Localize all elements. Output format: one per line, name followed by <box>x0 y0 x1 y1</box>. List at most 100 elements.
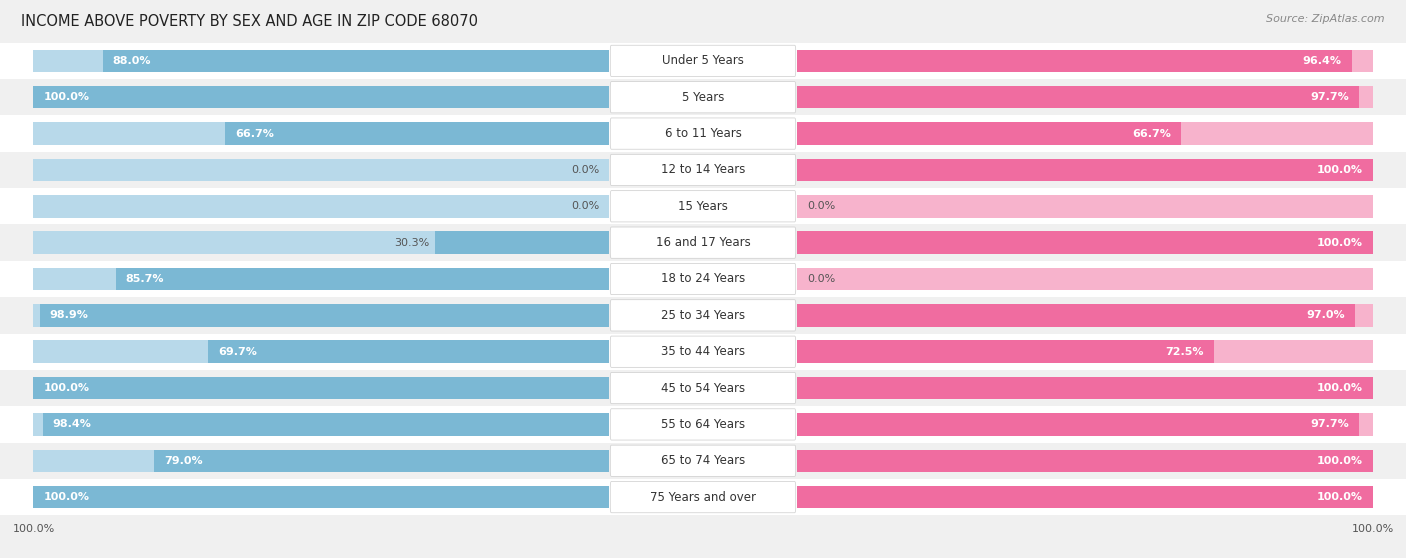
Bar <box>797 450 1372 472</box>
Bar <box>797 122 1372 145</box>
Text: 75 Years and over: 75 Years and over <box>650 490 756 504</box>
Bar <box>797 232 1372 254</box>
Bar <box>797 50 1372 72</box>
Bar <box>0 442 1406 479</box>
FancyBboxPatch shape <box>610 409 796 440</box>
Text: 0.0%: 0.0% <box>807 201 835 211</box>
Bar <box>42 413 609 436</box>
Text: 55 to 64 Years: 55 to 64 Years <box>661 418 745 431</box>
Bar <box>103 50 609 72</box>
Text: 100.0%: 100.0% <box>1316 238 1362 248</box>
Bar <box>797 340 1215 363</box>
Bar <box>34 158 609 181</box>
Text: 0.0%: 0.0% <box>571 165 599 175</box>
Bar <box>225 122 609 145</box>
Text: 100.0%: 100.0% <box>44 492 90 502</box>
Text: 100.0%: 100.0% <box>1316 492 1362 502</box>
Bar <box>797 50 1351 72</box>
Bar <box>34 486 609 508</box>
Text: 66.7%: 66.7% <box>1132 128 1171 138</box>
Bar <box>797 486 1372 508</box>
Text: 79.0%: 79.0% <box>165 456 202 466</box>
Text: 88.0%: 88.0% <box>112 56 150 66</box>
Text: INCOME ABOVE POVERTY BY SEX AND AGE IN ZIP CODE 68070: INCOME ABOVE POVERTY BY SEX AND AGE IN Z… <box>21 14 478 29</box>
Bar <box>797 195 1372 218</box>
Bar <box>0 297 1406 334</box>
Text: 18 to 24 Years: 18 to 24 Years <box>661 272 745 286</box>
Bar <box>208 340 609 363</box>
FancyBboxPatch shape <box>610 445 796 477</box>
Text: 16 and 17 Years: 16 and 17 Years <box>655 236 751 249</box>
Text: 96.4%: 96.4% <box>1303 56 1341 66</box>
Bar <box>797 413 1372 436</box>
Bar <box>797 232 1372 254</box>
Bar <box>34 268 609 290</box>
Text: 97.7%: 97.7% <box>1310 420 1350 430</box>
Text: Under 5 Years: Under 5 Years <box>662 54 744 68</box>
Text: 100.0%: 100.0% <box>44 92 90 102</box>
Text: 5 Years: 5 Years <box>682 91 724 104</box>
Text: 100.0%: 100.0% <box>1316 165 1362 175</box>
Bar <box>797 413 1360 436</box>
FancyBboxPatch shape <box>610 118 796 149</box>
Bar <box>34 50 609 72</box>
Bar <box>155 450 609 472</box>
Bar <box>115 268 609 290</box>
FancyBboxPatch shape <box>610 45 796 76</box>
Text: 85.7%: 85.7% <box>127 274 165 284</box>
FancyBboxPatch shape <box>610 372 796 403</box>
Text: 65 to 74 Years: 65 to 74 Years <box>661 454 745 467</box>
Bar <box>34 232 609 254</box>
Bar <box>0 79 1406 116</box>
Bar <box>797 158 1372 181</box>
Bar <box>0 334 1406 370</box>
Bar <box>34 450 609 472</box>
Text: 66.7%: 66.7% <box>235 128 274 138</box>
Text: 97.7%: 97.7% <box>1310 92 1350 102</box>
Text: Source: ZipAtlas.com: Source: ZipAtlas.com <box>1267 14 1385 24</box>
Bar <box>0 152 1406 188</box>
Bar <box>39 304 609 326</box>
Bar <box>0 116 1406 152</box>
Text: 15 Years: 15 Years <box>678 200 728 213</box>
Text: 35 to 44 Years: 35 to 44 Years <box>661 345 745 358</box>
Text: 72.5%: 72.5% <box>1166 347 1204 357</box>
FancyBboxPatch shape <box>610 300 796 331</box>
Text: 69.7%: 69.7% <box>218 347 257 357</box>
Text: 6 to 11 Years: 6 to 11 Years <box>665 127 741 140</box>
Bar <box>797 158 1372 181</box>
Bar <box>0 370 1406 406</box>
Bar <box>34 377 609 400</box>
Text: 98.4%: 98.4% <box>53 420 91 430</box>
Bar <box>0 406 1406 442</box>
FancyBboxPatch shape <box>610 263 796 295</box>
Text: 0.0%: 0.0% <box>807 274 835 284</box>
Bar <box>0 261 1406 297</box>
FancyBboxPatch shape <box>610 191 796 222</box>
Bar <box>34 340 609 363</box>
FancyBboxPatch shape <box>610 155 796 186</box>
Bar <box>0 224 1406 261</box>
Bar <box>34 195 609 218</box>
Text: 98.9%: 98.9% <box>49 310 89 320</box>
Bar <box>34 486 609 508</box>
Text: 100.0%: 100.0% <box>44 383 90 393</box>
Legend: Male, Female: Male, Female <box>634 553 772 558</box>
Bar <box>797 450 1372 472</box>
Bar <box>797 268 1372 290</box>
Bar <box>797 304 1355 326</box>
Bar <box>797 340 1372 363</box>
Bar <box>0 43 1406 79</box>
Text: 25 to 34 Years: 25 to 34 Years <box>661 309 745 322</box>
Bar <box>0 188 1406 224</box>
Bar <box>797 86 1372 108</box>
Bar <box>0 479 1406 515</box>
FancyBboxPatch shape <box>610 227 796 258</box>
Bar <box>797 304 1372 326</box>
Bar <box>797 377 1372 400</box>
Bar <box>434 232 609 254</box>
Bar <box>34 122 609 145</box>
Bar <box>34 413 609 436</box>
Bar <box>797 486 1372 508</box>
Text: 30.3%: 30.3% <box>394 238 429 248</box>
